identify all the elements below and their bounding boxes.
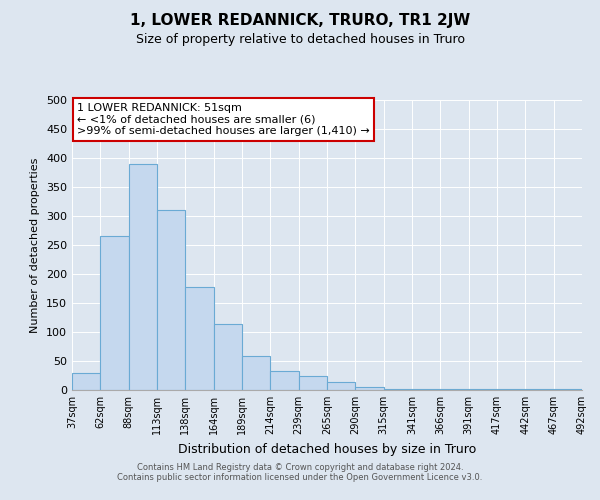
Bar: [157, 210, 185, 390]
Bar: [242, 356, 271, 390]
Bar: [214, 324, 242, 390]
Bar: [327, 382, 355, 390]
Bar: [355, 386, 383, 390]
Bar: [185, 287, 214, 390]
Text: 1, LOWER REDANNICK, TRURO, TR1 2JW: 1, LOWER REDANNICK, TRURO, TR1 2JW: [130, 12, 470, 28]
Y-axis label: Number of detached properties: Number of detached properties: [31, 158, 40, 332]
Bar: [128, 164, 157, 390]
Bar: [271, 372, 299, 390]
Bar: [72, 372, 100, 390]
Bar: [299, 376, 327, 390]
Text: Size of property relative to detached houses in Truro: Size of property relative to detached ho…: [136, 32, 464, 46]
Text: 1 LOWER REDANNICK: 51sqm
← <1% of detached houses are smaller (6)
>99% of semi-d: 1 LOWER REDANNICK: 51sqm ← <1% of detach…: [77, 103, 370, 136]
X-axis label: Distribution of detached houses by size in Truro: Distribution of detached houses by size …: [178, 442, 476, 456]
Bar: [100, 236, 128, 390]
Text: Contains HM Land Registry data © Crown copyright and database right 2024.
Contai: Contains HM Land Registry data © Crown c…: [118, 463, 482, 482]
